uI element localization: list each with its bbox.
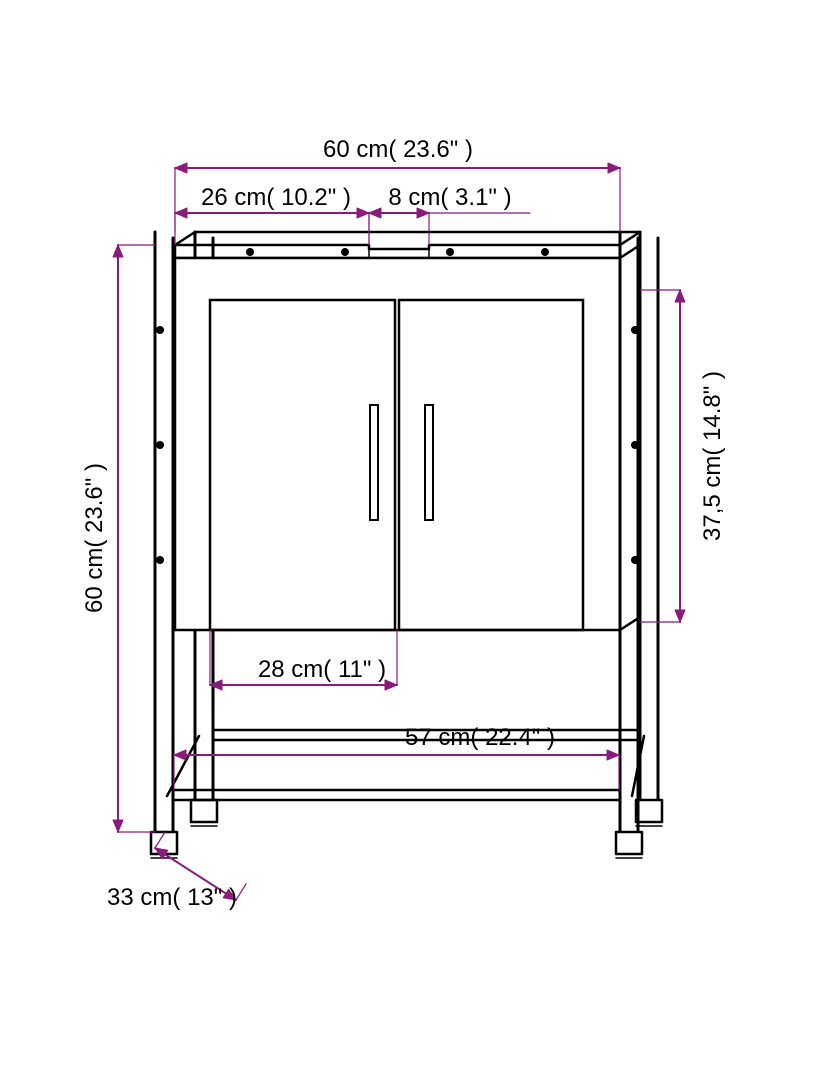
dim-label-height_left: 60 cm( 23.6" ) <box>81 463 109 613</box>
dim-label-width_top: 60 cm( 23.6" ) <box>323 136 473 164</box>
dim-label-notch_left: 26 cm( 10.2" ) <box>201 184 351 212</box>
dim-label-inner_width: 57 cm( 22.4" ) <box>405 724 555 752</box>
dim-label-height_right: 37,5 cm( 14.8" ) <box>699 371 727 541</box>
dim-label-depth: 33 cm( 13" ) <box>107 884 237 912</box>
diagram-stage: 60 cm( 23.6" ) 26 cm( 10.2" ) 8 cm( 3.1" )… <box>0 0 830 1080</box>
dim-label-door_half: 28 cm( 11" ) <box>258 656 386 684</box>
dim-label-notch_gap: 8 cm( 3.1" ) <box>388 184 511 212</box>
